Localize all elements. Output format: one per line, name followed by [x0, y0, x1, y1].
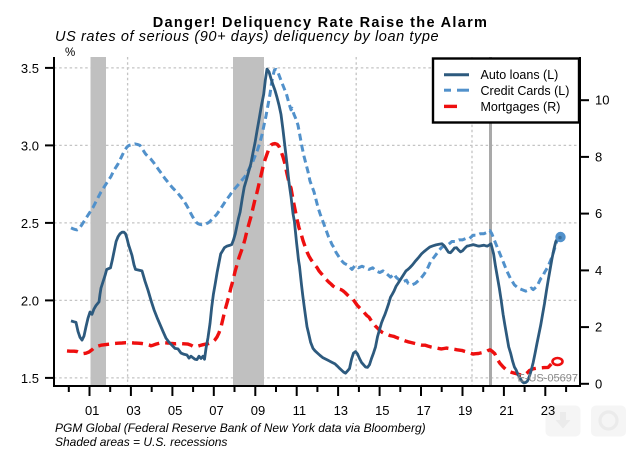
svg-text:01: 01 [85, 403, 99, 418]
svg-text:Mortgages (R): Mortgages (R) [481, 100, 561, 114]
svg-text:Credit Cards (L): Credit Cards (L) [481, 84, 570, 98]
svg-text:21: 21 [499, 403, 513, 418]
svg-text:0: 0 [595, 376, 602, 391]
svg-text:17: 17 [416, 403, 430, 418]
svg-text:4: 4 [595, 263, 602, 278]
svg-text:2: 2 [595, 320, 602, 335]
svg-text:3.5: 3.5 [21, 61, 39, 76]
svg-text:10: 10 [595, 93, 609, 108]
svg-text:2.5: 2.5 [21, 216, 39, 231]
svg-text:8: 8 [595, 149, 602, 164]
svg-text:19: 19 [458, 403, 472, 418]
svg-text:6: 6 [595, 206, 602, 221]
svg-text:1.5: 1.5 [21, 371, 39, 386]
svg-text:11: 11 [293, 403, 307, 418]
svg-text:2.0: 2.0 [21, 294, 39, 309]
svg-text:Auto loans (L): Auto loans (L) [481, 68, 559, 82]
svg-text:03: 03 [126, 403, 140, 418]
svg-text:15: 15 [375, 403, 389, 418]
svg-text:23: 23 [541, 403, 555, 418]
svg-text:3.0: 3.0 [21, 139, 39, 154]
svg-text:09: 09 [251, 403, 265, 418]
svg-text:07: 07 [209, 403, 223, 418]
svg-text:05: 05 [168, 403, 182, 418]
svg-text:E-US-05697: E-US-05697 [517, 373, 578, 385]
svg-text:13: 13 [334, 403, 348, 418]
